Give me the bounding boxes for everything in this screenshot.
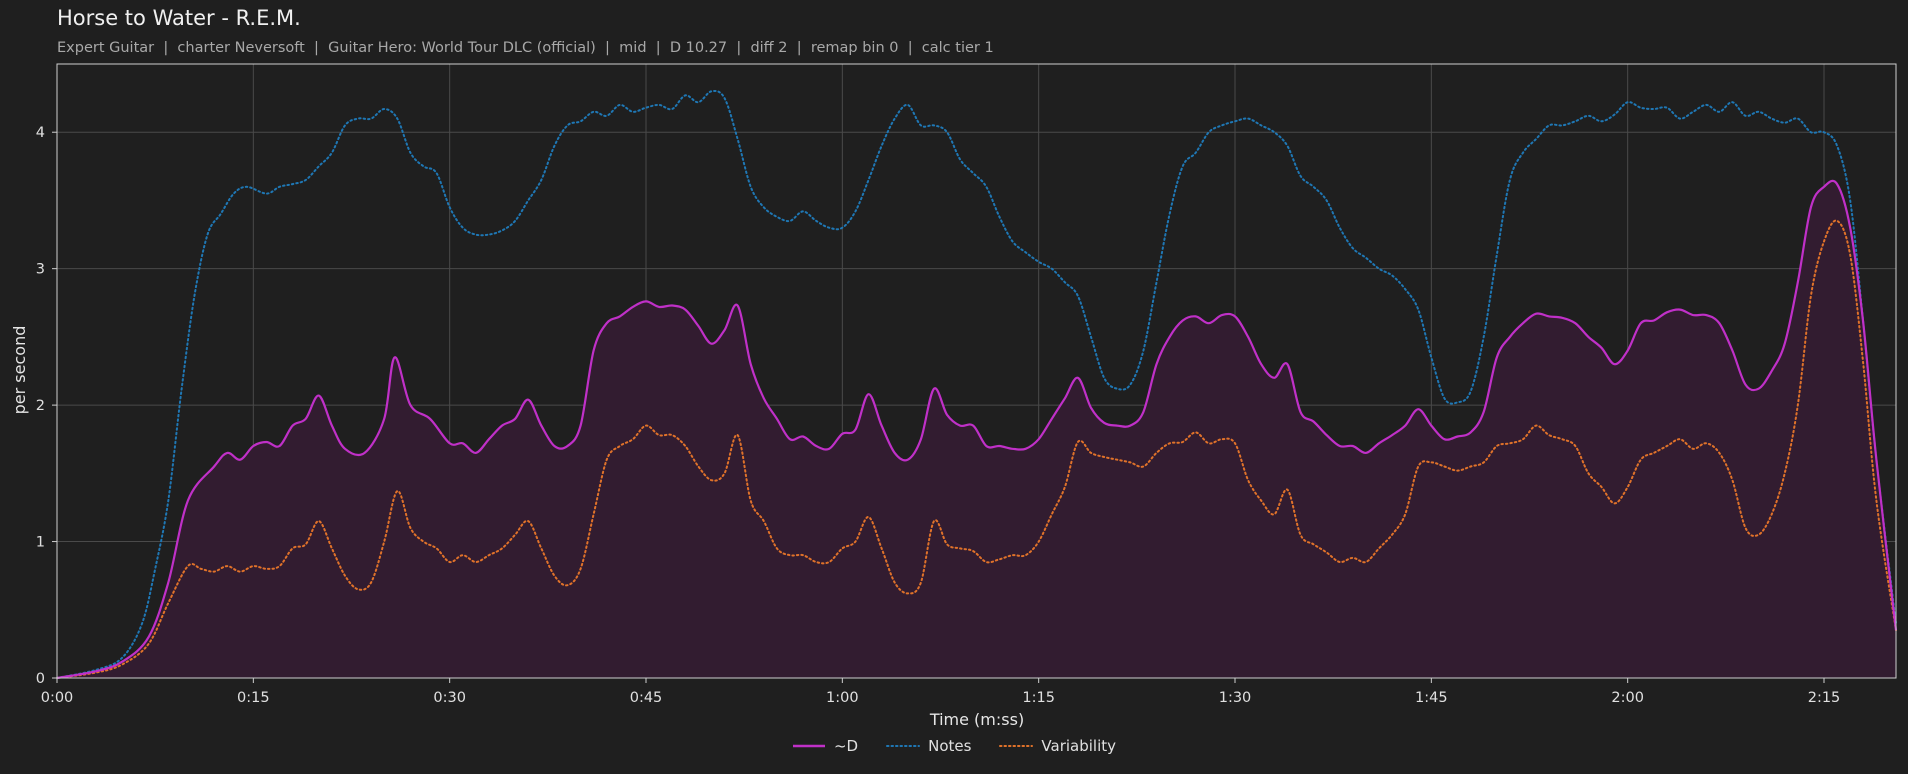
- series-line-d: [56, 179, 1898, 680]
- legend-item: Notes: [886, 737, 971, 755]
- y-tick-label: 0: [36, 671, 45, 687]
- legend-label: Notes: [928, 737, 972, 755]
- x-axis-label: Time (m:ss): [929, 710, 1024, 729]
- x-tick-label: 0:00: [41, 690, 74, 706]
- d-fill-layer: [57, 180, 1896, 678]
- chart-title: Horse to Water - R.E.M.: [57, 6, 301, 30]
- x-tick-label: 1:00: [826, 690, 859, 706]
- legend-item: Variability: [999, 737, 1116, 755]
- x-tick-label: 1:45: [1415, 690, 1448, 706]
- legend: ~D Notes Variability: [0, 737, 1908, 755]
- legend-swatch: [886, 745, 921, 747]
- legend-swatch: [999, 745, 1034, 747]
- series-line-variability: [56, 219, 1897, 679]
- legend-label: ~D: [833, 737, 859, 755]
- y-axis-label: per second: [10, 326, 29, 415]
- legend-swatch: [792, 744, 825, 748]
- y-tick-label: 4: [36, 125, 45, 141]
- chart-subtitle: Expert Guitar | charter Neversoft | Guit…: [57, 40, 994, 56]
- tick-marks: [52, 131, 1825, 683]
- x-tick-label: 2:15: [1808, 690, 1841, 706]
- y-tick-label: 2: [36, 398, 45, 414]
- x-tick-label: 0:15: [237, 690, 270, 706]
- plot-frame: [56, 63, 1897, 679]
- x-tick-label: 0:45: [630, 690, 663, 706]
- legend-item: ~D: [792, 737, 858, 755]
- legend-label: Variability: [1041, 737, 1117, 755]
- d-area-fill: [57, 180, 1896, 678]
- series-layer: [56, 89, 1898, 680]
- x-tick-label: 0:30: [433, 690, 466, 706]
- y-tick-label: 3: [36, 262, 45, 278]
- tick-labels: 0:00 0:15 0:30 0:45 1:00 1:15 1:30 1:45 2:00 2:15…: [36, 125, 1841, 706]
- series-line-notes: [56, 89, 1897, 679]
- x-tick-label: 1:15: [1022, 690, 1055, 706]
- y-tick-label: 1: [36, 535, 45, 551]
- x-tick-label: 2:00: [1611, 690, 1644, 706]
- x-tick-label: 1:30: [1219, 690, 1252, 706]
